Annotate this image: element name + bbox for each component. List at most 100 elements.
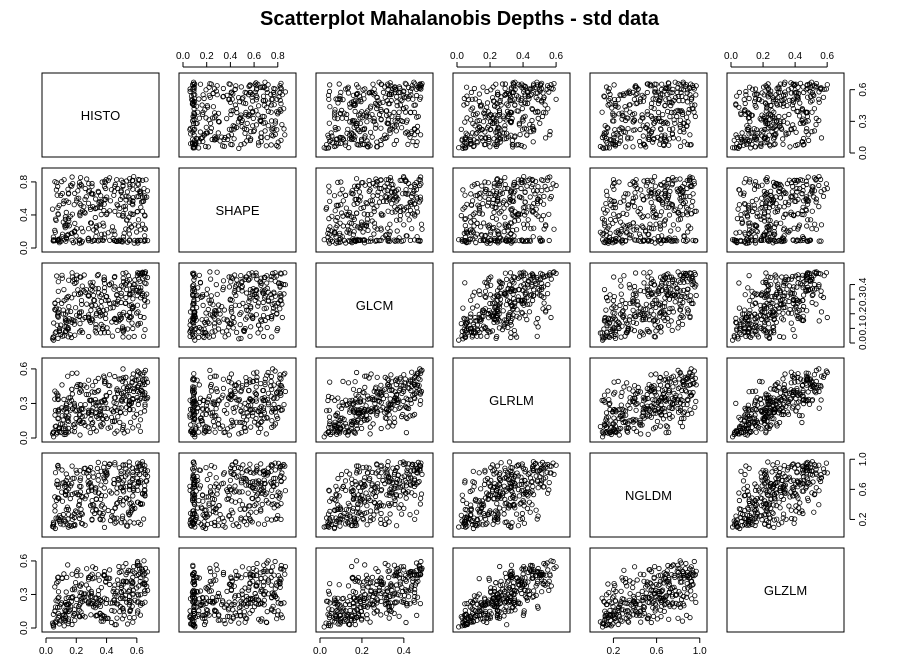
data-point: [675, 136, 682, 142]
data-point: [412, 102, 418, 108]
data-point: [195, 136, 201, 142]
data-point: [357, 120, 363, 126]
data-point: [546, 237, 552, 244]
data-point: [209, 329, 215, 335]
data-point: [220, 85, 226, 92]
data-point: [383, 112, 390, 118]
data-point: [59, 275, 65, 281]
data-point: [679, 321, 686, 327]
data-point: [226, 126, 232, 132]
data-point: [345, 90, 352, 96]
data-point: [813, 199, 819, 205]
data-point: [734, 216, 741, 222]
data-point: [194, 103, 200, 109]
data-point: [467, 214, 473, 220]
data-point: [644, 89, 650, 96]
data-point: [613, 130, 619, 136]
data-point: [510, 89, 517, 96]
data-point: [618, 283, 624, 289]
data-point: [823, 181, 830, 187]
data-point: [253, 122, 259, 128]
data-point: [616, 179, 622, 185]
data-point: [527, 86, 534, 93]
data-point: [533, 90, 539, 96]
data-point: [663, 119, 669, 125]
data-point: [406, 217, 412, 223]
data-point: [388, 97, 394, 104]
data-point: [622, 117, 629, 124]
data-point: [246, 83, 252, 90]
data-point: [530, 234, 536, 240]
data-point: [667, 90, 673, 96]
data-point: [344, 111, 350, 118]
data-point: [271, 102, 277, 108]
data-point: [611, 112, 617, 118]
data-point: [524, 132, 530, 138]
data-point: [326, 189, 332, 195]
data-point: [816, 96, 822, 102]
data-point: [607, 91, 613, 98]
data-point: [109, 319, 115, 325]
data-point: [254, 94, 260, 100]
data-point: [84, 301, 90, 307]
data-point: [66, 303, 72, 310]
data-point: [612, 102, 618, 109]
data-point: [104, 325, 110, 331]
data-point: [203, 143, 209, 150]
data-point: [658, 329, 664, 335]
data-point: [476, 124, 482, 130]
data-point: [278, 137, 284, 143]
data-point: [533, 320, 539, 326]
data-point: [243, 109, 249, 116]
data-point: [514, 108, 520, 114]
data-point: [191, 110, 197, 116]
data-point: [364, 143, 370, 149]
data-point: [534, 82, 540, 88]
data-point: [209, 115, 216, 121]
data-point: [107, 198, 114, 204]
data-point: [542, 102, 548, 108]
data-point: [666, 212, 673, 218]
data-point: [680, 79, 686, 85]
data-point: [199, 102, 205, 108]
data-point: [368, 89, 374, 95]
data-point: [255, 103, 262, 109]
data-point: [640, 224, 646, 231]
data-point: [544, 83, 551, 89]
data-point: [781, 204, 787, 210]
data-point: [203, 87, 209, 93]
data-point: [502, 86, 508, 92]
data-point: [662, 103, 668, 109]
data-point: [664, 91, 670, 98]
data-point: [198, 135, 204, 141]
data-point: [816, 182, 822, 189]
data-point: [630, 144, 636, 150]
data-point: [243, 100, 249, 107]
data-point: [636, 231, 643, 237]
diagonal-label-glcm: GLCM: [356, 298, 394, 313]
data-point: [220, 329, 226, 335]
data-point: [84, 176, 90, 182]
data-point: [484, 100, 491, 106]
data-point: [503, 302, 509, 308]
data-point: [213, 135, 219, 141]
data-point: [123, 374, 129, 380]
data-point: [640, 133, 646, 139]
data-point: [272, 120, 278, 126]
data-point: [522, 93, 528, 99]
data-point: [482, 129, 488, 135]
data-point: [611, 141, 617, 147]
data-point: [408, 109, 414, 115]
data-point: [327, 137, 334, 143]
data-point: [234, 329, 240, 335]
data-point: [631, 204, 638, 210]
data-point: [689, 203, 695, 209]
data-point: [680, 87, 687, 93]
data-point: [490, 84, 496, 90]
data-point: [617, 277, 624, 283]
data-point: [471, 137, 477, 143]
data-point: [191, 102, 197, 109]
data-point: [72, 332, 78, 338]
data-point: [795, 84, 801, 90]
data-point: [778, 220, 784, 226]
